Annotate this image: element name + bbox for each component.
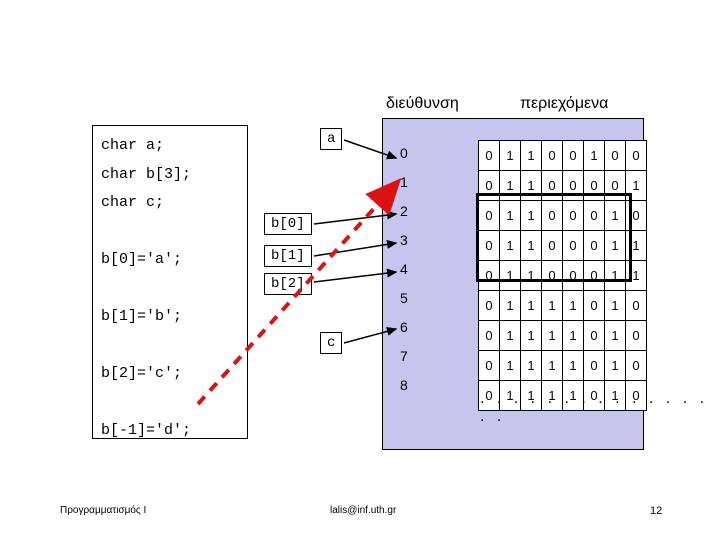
address-cell: 5	[400, 290, 408, 306]
bit-cell: 0	[563, 171, 584, 201]
bit-cell: 0	[584, 291, 605, 321]
bit-cell: 0	[626, 351, 647, 381]
bit-cell: 1	[542, 321, 563, 351]
pointer-label: c	[320, 332, 342, 354]
bit-cell: 0	[605, 171, 626, 201]
bit-cell: 1	[500, 261, 521, 291]
bit-cell: 1	[605, 291, 626, 321]
bit-cell: 0	[626, 291, 647, 321]
bit-cell: 0	[479, 351, 500, 381]
bit-cell: 0	[542, 261, 563, 291]
bit-cell: 1	[605, 231, 626, 261]
bit-cell: 1	[500, 321, 521, 351]
pointer-label: a	[320, 128, 342, 150]
bit-cell: 1	[605, 351, 626, 381]
bit-cell: 0	[584, 351, 605, 381]
bit-cell: 1	[563, 351, 584, 381]
bit-cell: 0	[542, 171, 563, 201]
bit-cell: 0	[584, 231, 605, 261]
bit-cell: 1	[605, 201, 626, 231]
bit-cell: 1	[626, 261, 647, 291]
bit-cell: 1	[626, 171, 647, 201]
address-cell: 6	[400, 319, 408, 335]
bit-cell: 0	[584, 261, 605, 291]
bit-cell: 1	[500, 171, 521, 201]
address-cell: 2	[400, 203, 408, 219]
bit-cell: 1	[626, 231, 647, 261]
header-address: διεύθυνση	[386, 95, 459, 113]
bit-table: 0110010001100001011000100110001101100011…	[478, 140, 647, 411]
code-box: char a; char b[3]; char c; b[0]='a'; b[1…	[92, 125, 248, 439]
address-cell: 4	[400, 261, 408, 277]
bit-cell: 1	[500, 231, 521, 261]
bit-cell: 0	[626, 201, 647, 231]
bit-cell: 1	[500, 201, 521, 231]
bit-cell: 1	[542, 291, 563, 321]
bit-cell: 1	[500, 351, 521, 381]
bit-cell: 1	[521, 351, 542, 381]
bit-cell: 0	[563, 141, 584, 171]
bit-cell: 1	[563, 321, 584, 351]
bit-cell: 1	[521, 261, 542, 291]
footer-left: Προγραμματισμός I	[60, 505, 146, 516]
bit-cell: 0	[542, 231, 563, 261]
bit-cell: 0	[479, 231, 500, 261]
bit-cell: 0	[479, 261, 500, 291]
header-contents: περιεχόμενα	[520, 95, 608, 113]
bit-cell: 0	[479, 321, 500, 351]
address-cell: 7	[400, 348, 408, 364]
bit-cell: 1	[521, 291, 542, 321]
pointer-label: b[2]	[264, 273, 312, 295]
bit-cell: 0	[479, 201, 500, 231]
bit-cell: 1	[521, 171, 542, 201]
footer-center: lalis@inf.uth.gr	[330, 505, 396, 516]
bit-cell: 1	[500, 141, 521, 171]
bit-cell: 0	[479, 141, 500, 171]
bit-cell: 0	[542, 141, 563, 171]
bit-cell: 1	[605, 261, 626, 291]
pointer-label: b[1]	[264, 245, 312, 267]
bit-cell: 1	[542, 351, 563, 381]
bit-cell: 0	[584, 171, 605, 201]
bit-cell: 0	[584, 321, 605, 351]
bit-cell: 0	[542, 201, 563, 231]
bit-cell: 1	[605, 321, 626, 351]
bit-cell: 1	[500, 291, 521, 321]
bit-cell: 0	[563, 231, 584, 261]
address-cell: 8	[400, 377, 408, 393]
bit-cell: 0	[479, 171, 500, 201]
pointer-label: b[0]	[264, 213, 312, 235]
memory-ellipsis: . . . . . . . . . . . . . . . .	[480, 390, 720, 426]
bit-cell: 1	[521, 321, 542, 351]
bit-cell: 1	[584, 141, 605, 171]
address-cell: 0	[400, 145, 408, 161]
footer-right: 12	[650, 505, 662, 517]
bit-cell: 0	[563, 261, 584, 291]
bit-cell: 0	[479, 291, 500, 321]
address-cell: 3	[400, 232, 408, 248]
bit-cell: 1	[521, 231, 542, 261]
bit-cell: 0	[563, 201, 584, 231]
bit-cell: 1	[521, 141, 542, 171]
bit-cell: 1	[521, 201, 542, 231]
bit-cell: 1	[563, 291, 584, 321]
bit-cell: 0	[584, 201, 605, 231]
bit-cell: 0	[605, 141, 626, 171]
bit-cell: 0	[626, 141, 647, 171]
bit-cell: 0	[626, 321, 647, 351]
address-cell: 1	[400, 174, 408, 190]
